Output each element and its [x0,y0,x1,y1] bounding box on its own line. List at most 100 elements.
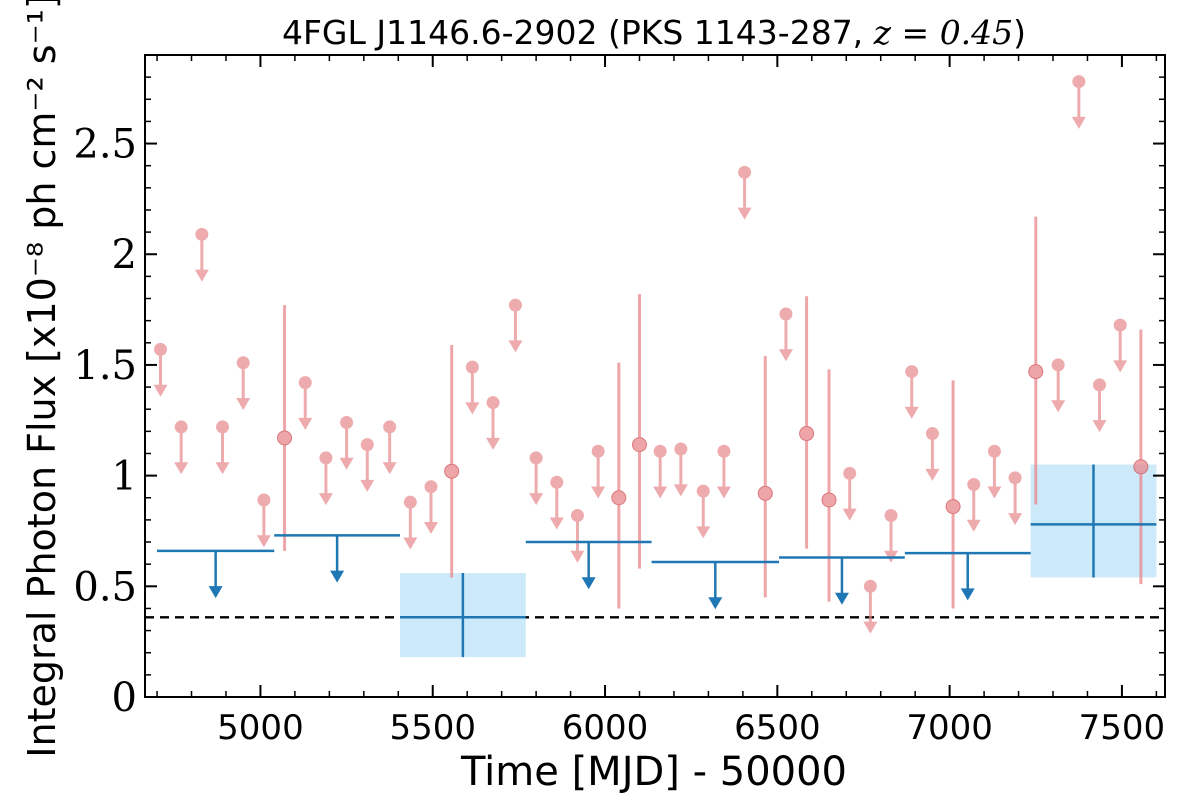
y-tick-label: 0.5 [73,564,137,610]
upper-limit-arrowhead [256,535,271,548]
detection-marker [945,499,961,515]
upper-limit-arrowhead [529,493,544,506]
short-bin-upper-limit [1051,358,1066,413]
short-bin-detection [945,380,961,609]
short-bin-upper-limit [508,298,523,353]
short-bin-upper-limit [194,227,209,282]
upper-limit-marker [696,484,710,498]
upper-limit-marker [884,508,898,522]
x-tick-label: 7000 [906,708,993,748]
upper-limit-arrowhead [486,437,501,450]
upper-limit-marker [905,365,919,379]
short-bin-upper-limit [653,444,668,499]
upper-limit-arrowhead [1051,400,1066,413]
upper-limit-arrowhead [465,402,480,415]
y-tick-label: 2.5 [73,122,137,168]
x-axis-label: Time [MJD] - 50000 [460,749,847,795]
upper-limit-marker [403,495,417,509]
long-bin-upper-limit [779,556,905,605]
upper-limit-arrowhead [382,462,397,475]
upper-limit-arrowhead [549,517,564,530]
detection-marker [444,463,460,479]
y-tick-label: 2 [112,232,137,278]
x-tick-label: 5000 [217,708,304,748]
long-bin-detection [400,573,526,658]
upper-limit-arrowhead [1092,420,1107,433]
short-bin-upper-limit [591,444,606,499]
upper-limit-arrowhead [966,519,981,532]
upper-limit-arrowhead [842,508,857,521]
upper-limit-marker [1072,75,1086,89]
detection-marker [799,426,815,442]
short-bin-detection [1133,329,1149,585]
y-axis-label: Integral Photon Flux [x10⁻⁸ ph cm⁻² s⁻¹] [20,0,64,758]
upper-limit-arrowhead [653,486,668,499]
upper-limit-marker [863,579,877,593]
short-bin-detection [821,369,837,602]
upper-limit-arrowhead [737,207,752,220]
short-bin-detection [277,305,293,551]
upper-limit-marker [154,342,168,356]
upper-limit-arrowhead [987,486,1002,499]
chart-title: 4FGL J1146.6-2902 (PKS 1143-287, z = 0.4… [282,13,1026,52]
upper-limit-marker [486,396,500,410]
detection-marker [1028,364,1044,380]
upper-limit-arrowhead [673,484,688,497]
upper-limit-arrowhead [339,457,354,470]
short-bin-upper-limit [215,420,230,475]
upper-limit-arrowhead [591,486,606,499]
long-bin-upper-limit-arrowhead [208,586,223,599]
upper-limit-arrowhead [153,384,168,397]
upper-limit-arrowhead [298,417,313,430]
y-tick-label: 1 [112,454,137,500]
long-bin-detection [1030,464,1157,578]
upper-limit-marker [738,165,752,179]
upper-limit-marker [570,508,584,522]
upper-limit-arrowhead [424,521,439,534]
upper-limit-marker [383,420,397,434]
x-tick-label: 6500 [734,708,821,748]
long-bin-upper-limit [651,560,780,610]
short-bin-detection [757,356,773,598]
short-bin-upper-limit [884,508,899,563]
short-bin-upper-limit [842,466,857,521]
upper-limit-marker [1008,471,1022,485]
short-bin-upper-limit [403,495,418,550]
detection-marker [631,437,647,453]
short-bin-upper-limit [318,451,333,506]
upper-limit-marker [717,444,731,458]
short-bin-upper-limit [153,342,168,397]
upper-limit-arrowhead [194,269,209,282]
short-bin-upper-limit [570,508,585,563]
upper-limit-marker [298,376,312,390]
x-tick-label: 7500 [1079,708,1166,748]
long-bin-upper-limit-arrowhead [834,592,849,605]
short-bin-upper-limit [904,365,919,419]
upper-limit-marker [257,493,271,507]
upper-limit-marker [424,480,438,494]
short-bin-detection [631,294,647,569]
upper-limit-marker [529,451,543,465]
upper-limit-arrowhead [778,349,793,362]
long-bin-upper-limit [157,549,275,599]
upper-limit-arrowhead [1008,513,1023,526]
upper-limit-marker [1093,378,1107,392]
short-bin-upper-limit [863,579,878,634]
upper-limit-marker [216,420,230,434]
x-tick-label: 5500 [389,708,476,748]
short-bin-upper-limit [256,493,271,548]
upper-limit-arrowhead [215,462,230,475]
upper-limit-marker [508,298,522,312]
upper-limit-arrowhead [904,406,919,419]
upper-limit-marker [591,444,605,458]
detection-marker [611,490,627,506]
upper-limit-marker [236,356,250,370]
x-tick-label: 6000 [562,708,649,748]
upper-limit-arrowhead [360,479,375,492]
upper-limit-arrowhead [318,493,333,506]
upper-limit-marker [967,477,981,491]
upper-limit-marker [195,227,209,241]
short-bin-upper-limit [966,477,981,532]
y-tick-label: 0 [112,675,137,721]
